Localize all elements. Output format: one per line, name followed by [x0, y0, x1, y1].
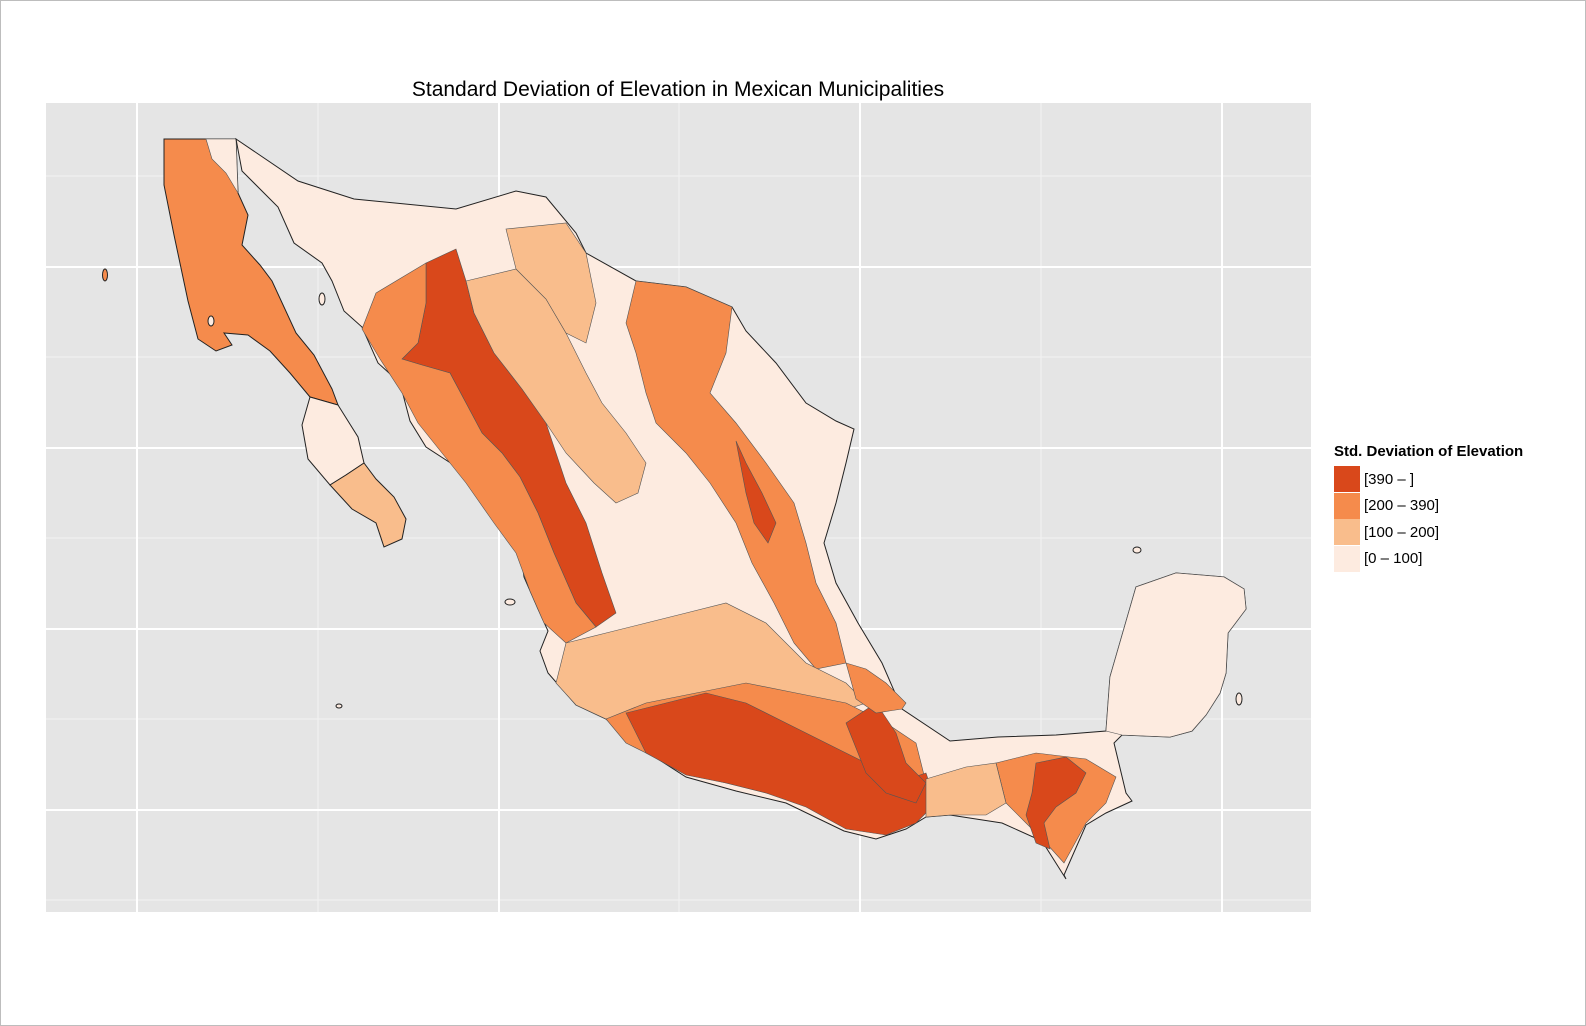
legend-item: [0 – 100]: [1334, 545, 1574, 573]
legend-swatch: [1334, 492, 1360, 519]
legend-item: [390 – ]: [1334, 466, 1574, 493]
legend-swatch: [1334, 545, 1360, 572]
baja-cape-region: [329, 462, 407, 548]
isthmus-light: [925, 762, 1007, 818]
guadalupe-island: [102, 268, 108, 282]
veracruz-mid: [845, 662, 907, 714]
legend-item: [200 – 390]: [1334, 492, 1574, 520]
legend-item: [100 – 200]: [1334, 519, 1574, 546]
socorro-island: [335, 703, 343, 709]
marias-islands: [504, 598, 516, 606]
sierra-madre-occidental-mid: [361, 262, 597, 644]
legend-label: [200 – 390]: [1364, 497, 1440, 515]
legend-swatch: [1334, 466, 1360, 493]
cedros-island: [207, 315, 215, 327]
baja-north-lowland: [205, 138, 239, 194]
map-panel: [46, 103, 1311, 912]
legend-label: [0 – 100]: [1364, 550, 1423, 568]
alacranes-reef: [1132, 546, 1142, 554]
chiapas-highlands-mid: [995, 752, 1117, 864]
chiapas-highlands-high: [1025, 756, 1087, 850]
legend-label: [100 – 200]: [1364, 523, 1440, 541]
yucatan-peninsula: [1105, 572, 1247, 738]
legend-swatch: [1334, 519, 1360, 546]
tiburon-island: [318, 292, 326, 306]
legend-title: Std. Deviation of Elevation: [1334, 443, 1524, 460]
coahuila-light: [505, 222, 597, 344]
sierra-madre-oriental-mid: [625, 280, 847, 670]
map-title: Standard Deviation of Elevation in Mexic…: [411, 78, 945, 101]
map-legend: Std. Deviation of Elevation [390 – ] [20…: [1334, 443, 1574, 572]
legend-label: [390 – ]: [1364, 470, 1415, 488]
cozumel-island: [1235, 692, 1243, 706]
sierra-madre-oriental-high: [735, 440, 777, 544]
